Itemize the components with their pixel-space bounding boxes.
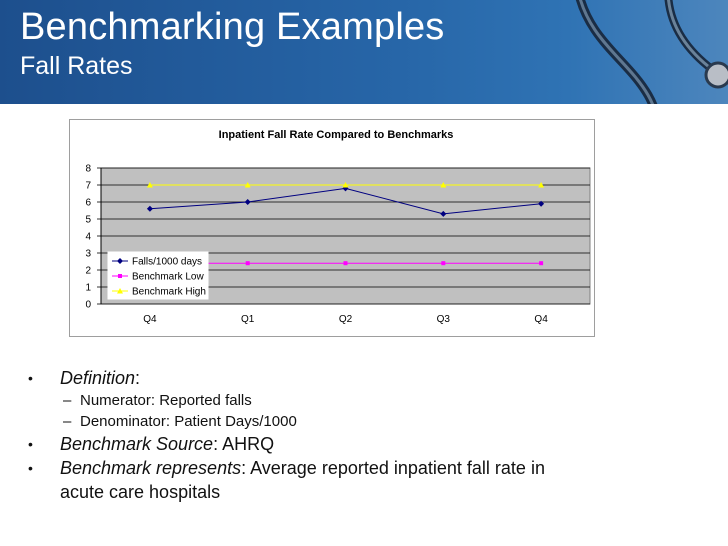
sub-bullet-numerator: – Numerator: Reported falls xyxy=(28,390,628,411)
slide-title: Benchmarking Examples xyxy=(20,6,445,48)
y-tick-label: 6 xyxy=(85,198,91,209)
legend-label: Falls/1000 days xyxy=(132,257,202,268)
bullet-benchmark-source: • Benchmark Source: AHRQ xyxy=(28,432,628,456)
legend-label: Benchmark High xyxy=(132,287,206,298)
bullet-label: Benchmark represents xyxy=(60,458,242,478)
bullet-list: • Definition: – Numerator: Reported falls … xyxy=(28,366,628,504)
legend-label: Benchmark Low xyxy=(132,272,204,283)
y-tick-label: 0 xyxy=(85,300,91,311)
y-tick-label: 8 xyxy=(85,164,91,175)
square-marker xyxy=(245,261,250,266)
slide-header: Benchmarking Examples Fall Rates xyxy=(0,0,728,104)
y-tick-label: 7 xyxy=(85,181,91,192)
diamond-marker xyxy=(538,200,545,207)
triangle-marker xyxy=(244,182,251,188)
square-marker xyxy=(539,261,544,266)
line-chart: Inpatient Fall Rate Compared to Benchmar… xyxy=(85,129,591,325)
x-tick-label: Q4 xyxy=(143,314,157,325)
bullet-marker: • xyxy=(28,436,33,452)
bullet-marker: • xyxy=(28,460,33,476)
bullet-benchmark-represents: • Benchmark represents: Average reported … xyxy=(28,456,628,480)
y-tick-label: 1 xyxy=(85,283,91,294)
triangle-marker xyxy=(342,182,349,188)
triangle-marker xyxy=(538,182,545,188)
chart-frame: Inpatient Fall Rate Compared to Benchmar… xyxy=(69,119,595,337)
diamond-marker xyxy=(244,199,251,205)
square-marker xyxy=(441,261,446,266)
bullet-label: Definition xyxy=(60,368,136,388)
bullet-continuation: acute care hospitals xyxy=(28,480,628,504)
stethoscope-icon xyxy=(575,0,728,104)
bullet-label: Benchmark Source xyxy=(60,434,214,454)
x-tick-label: Q2 xyxy=(339,314,353,325)
bullet-text: acute care hospitals xyxy=(60,482,221,502)
diamond-marker xyxy=(117,258,123,264)
x-tick-label: Q1 xyxy=(241,314,255,325)
sub-bullet-text: Denominator: Patient Days/1000 xyxy=(80,413,297,430)
diamond-marker xyxy=(342,185,349,192)
square-marker xyxy=(118,274,122,278)
chart-title: Inpatient Fall Rate Compared to Benchmar… xyxy=(219,129,454,141)
bullet-text: : Average reported inpatient fall rate i… xyxy=(241,458,545,478)
triangle-marker xyxy=(146,182,153,188)
square-marker xyxy=(343,261,348,266)
sub-bullet-denominator: – Denominator: Patient Days/1000 xyxy=(28,411,628,432)
slide-subtitle: Fall Rates xyxy=(20,52,133,80)
x-tick-label: Q4 xyxy=(534,314,548,325)
triangle-marker xyxy=(117,288,123,294)
bullet-definition: • Definition: xyxy=(28,366,628,390)
diamond-marker xyxy=(440,210,447,217)
dash-marker: – xyxy=(63,392,72,409)
triangle-marker xyxy=(440,182,447,188)
dash-marker: – xyxy=(63,413,72,430)
bullet-text: : AHRQ xyxy=(213,434,275,454)
y-tick-label: 2 xyxy=(85,266,91,277)
bullet-marker: • xyxy=(28,370,33,386)
diamond-marker xyxy=(146,205,153,212)
y-tick-label: 3 xyxy=(85,249,91,260)
x-tick-label: Q3 xyxy=(437,314,451,325)
bullet-text: : xyxy=(135,368,141,388)
sub-bullet-text: Numerator: Reported falls xyxy=(80,392,252,409)
y-tick-label: 4 xyxy=(85,232,91,243)
y-tick-label: 5 xyxy=(85,215,91,226)
